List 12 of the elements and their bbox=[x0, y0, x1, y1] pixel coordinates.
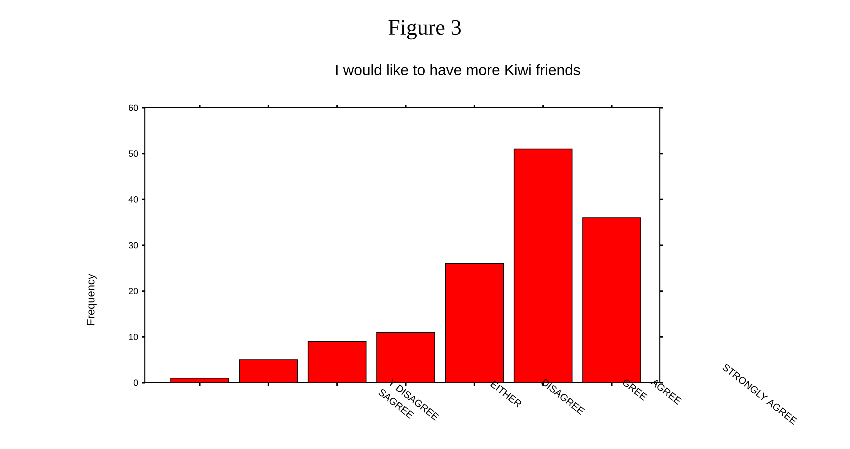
y-tick-label: 0 bbox=[134, 380, 138, 386]
bar bbox=[239, 360, 298, 383]
bar bbox=[308, 341, 367, 383]
y-axis-title: Frequency bbox=[87, 274, 97, 325]
chart-title: Figure 3 bbox=[388, 20, 461, 40]
y-tick-label: 40 bbox=[128, 196, 138, 203]
chart-subtitle: I would like to have more Kiwi friends bbox=[336, 64, 580, 76]
y-tick-label: 20 bbox=[129, 288, 138, 294]
y-tick-label: 60 bbox=[129, 104, 138, 112]
y-tick-label: 50 bbox=[128, 150, 138, 158]
y-tick-label: 30 bbox=[128, 242, 138, 249]
y-tick-label: 10 bbox=[129, 334, 138, 340]
